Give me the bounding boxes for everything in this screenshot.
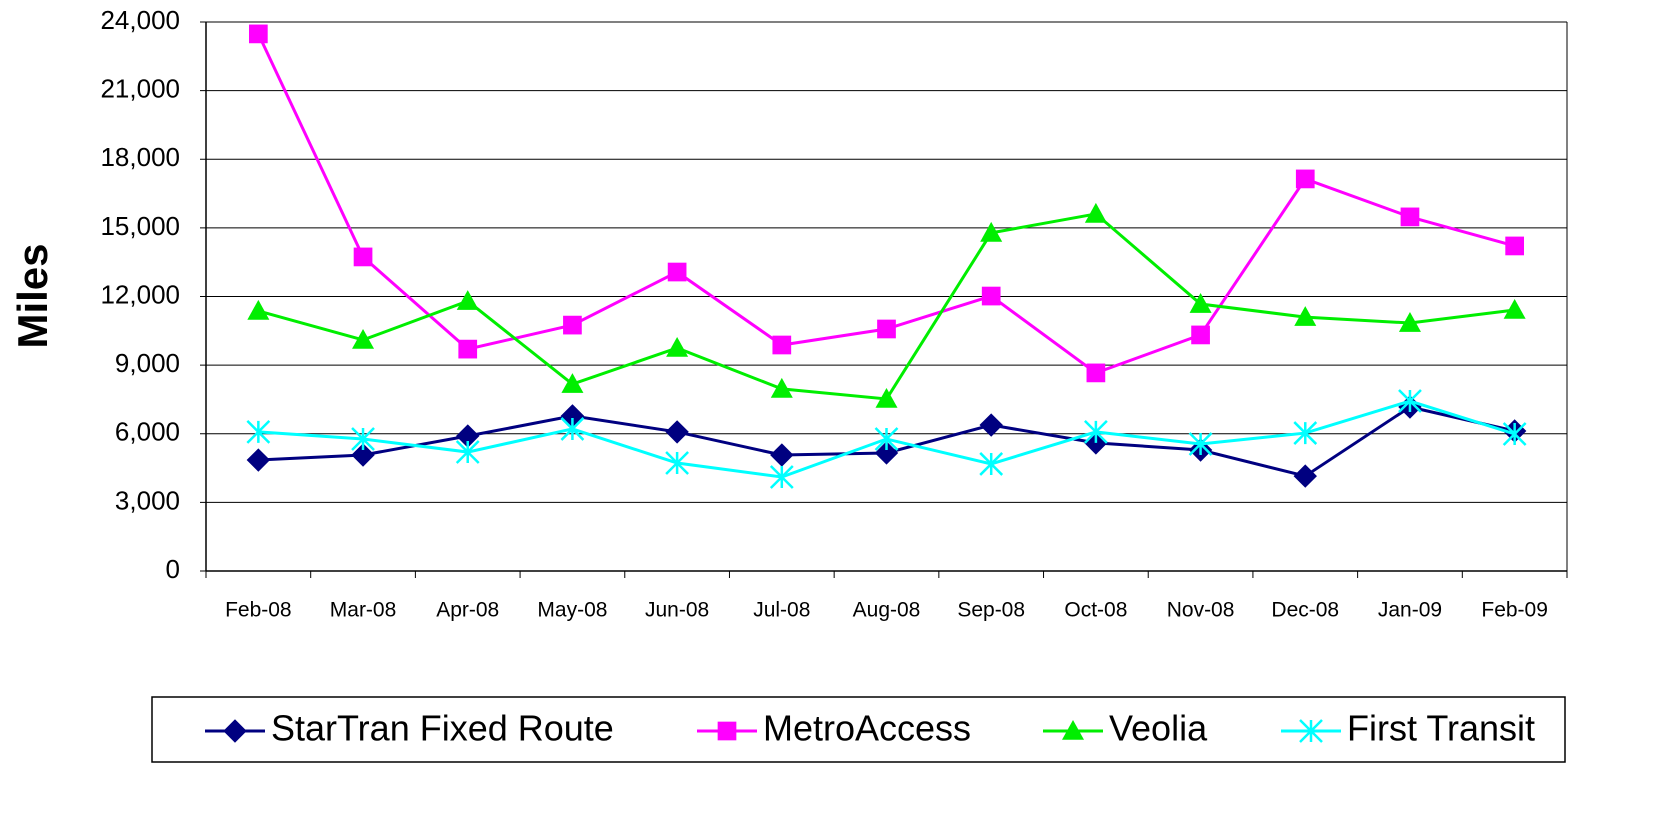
marker xyxy=(1295,169,1315,189)
marker xyxy=(1398,389,1422,413)
y-tick-label: 9,000 xyxy=(115,348,180,378)
marker xyxy=(246,448,271,472)
y-tick-label: 12,000 xyxy=(100,279,180,309)
marker xyxy=(458,339,478,359)
x-tick-label: Nov-08 xyxy=(1167,599,1235,622)
x-tick-label: Jun-08 xyxy=(645,599,709,622)
x-tick-label: Oct-08 xyxy=(1064,599,1127,622)
marker xyxy=(248,24,268,44)
marker xyxy=(247,299,270,320)
x-tick-label: Feb-08 xyxy=(225,599,292,622)
marker xyxy=(769,465,794,489)
legend-label: First Transit xyxy=(1347,708,1535,749)
marker xyxy=(877,319,896,339)
marker xyxy=(352,328,375,349)
marker xyxy=(1398,312,1421,332)
y-axis-label: Miles xyxy=(9,243,56,348)
marker xyxy=(770,377,793,398)
marker xyxy=(353,247,373,267)
legend-label: Veolia xyxy=(1109,708,1208,749)
x-tick-label: Sep-08 xyxy=(957,599,1025,622)
y-tick-label: 3,000 xyxy=(115,485,180,515)
marker xyxy=(1299,719,1323,743)
marker xyxy=(666,336,689,357)
y-tick-label: 6,000 xyxy=(115,417,180,447)
marker xyxy=(1062,720,1084,740)
marker xyxy=(874,427,899,451)
marker xyxy=(1400,207,1420,227)
marker xyxy=(246,420,271,444)
y-tick-label: 15,000 xyxy=(100,211,180,241)
y-tick-label: 18,000 xyxy=(100,142,180,172)
x-tick-label: Jan-09 xyxy=(1378,599,1442,622)
x-tick-label: Apr-08 xyxy=(436,599,499,622)
marker xyxy=(1294,306,1317,326)
x-tick-label: Jul-08 xyxy=(753,599,810,622)
marker xyxy=(1503,298,1526,319)
marker xyxy=(667,262,687,282)
marker xyxy=(1502,422,1527,446)
marker xyxy=(772,335,792,355)
y-tick-label: 21,000 xyxy=(100,74,180,104)
x-tick-label: May-08 xyxy=(537,599,607,622)
marker xyxy=(979,452,1004,476)
y-tick-label: 24,000 xyxy=(100,5,180,35)
marker xyxy=(875,387,898,408)
marker xyxy=(665,451,689,475)
marker xyxy=(1188,432,1213,456)
marker xyxy=(560,417,585,441)
marker xyxy=(1293,464,1317,488)
marker xyxy=(1086,363,1106,383)
x-tick-label: Mar-08 xyxy=(330,599,397,622)
marker xyxy=(1191,325,1210,345)
series-line xyxy=(257,212,1515,401)
marker xyxy=(1083,420,1108,444)
marker xyxy=(717,721,737,741)
x-tick-label: Feb-09 xyxy=(1481,599,1548,622)
marker xyxy=(563,315,582,335)
marker xyxy=(1293,421,1318,445)
marker xyxy=(770,443,794,467)
marker xyxy=(351,427,375,451)
marker xyxy=(455,440,480,464)
marker xyxy=(351,443,375,467)
marker xyxy=(981,286,1001,306)
x-tick-label: Dec-08 xyxy=(1271,599,1339,622)
marker xyxy=(1189,293,1212,313)
marker xyxy=(223,719,247,743)
y-tick-label: 0 xyxy=(166,554,180,584)
legend-label: StarTran Fixed Route xyxy=(271,708,614,749)
marker xyxy=(665,420,689,444)
marker xyxy=(874,441,899,465)
legend-label: MetroAccess xyxy=(763,708,971,749)
marker xyxy=(456,290,479,310)
legend-box xyxy=(151,696,1566,763)
marker xyxy=(979,413,1003,437)
marker xyxy=(1084,202,1107,223)
marker xyxy=(980,221,1003,242)
marker xyxy=(561,373,584,393)
marker xyxy=(1505,236,1525,256)
x-tick-label: Aug-08 xyxy=(853,599,921,622)
